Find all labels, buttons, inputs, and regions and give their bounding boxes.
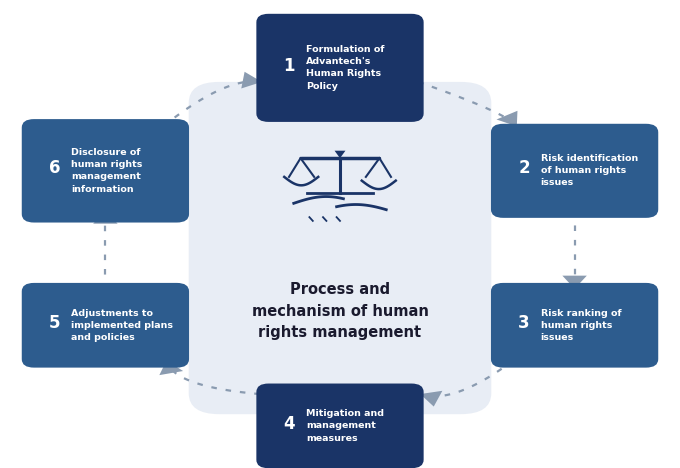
Polygon shape	[496, 111, 517, 126]
FancyBboxPatch shape	[189, 82, 491, 414]
Text: Mitigation and
management
measures: Mitigation and management measures	[306, 409, 384, 443]
Polygon shape	[420, 391, 443, 407]
FancyBboxPatch shape	[256, 14, 424, 122]
Text: 6: 6	[49, 160, 61, 177]
Text: 2: 2	[518, 160, 530, 177]
Text: 5: 5	[49, 314, 61, 332]
Polygon shape	[241, 72, 262, 88]
Text: Formulation of
Advantech's
Human Rights
Policy: Formulation of Advantech's Human Rights …	[306, 45, 384, 91]
Text: 4: 4	[284, 415, 295, 432]
Text: 1: 1	[284, 57, 295, 74]
Text: Risk identification
of human rights
issues: Risk identification of human rights issu…	[541, 154, 638, 188]
Text: Risk ranking of
human rights
issues: Risk ranking of human rights issues	[541, 308, 622, 342]
FancyBboxPatch shape	[491, 124, 658, 218]
Text: 3: 3	[518, 314, 530, 332]
Polygon shape	[335, 151, 345, 158]
Text: Disclosure of
human rights
management
information: Disclosure of human rights management in…	[71, 148, 143, 194]
FancyBboxPatch shape	[22, 283, 189, 368]
FancyBboxPatch shape	[22, 119, 189, 223]
Text: Process and
mechanism of human
rights management: Process and mechanism of human rights ma…	[252, 282, 428, 340]
Polygon shape	[159, 360, 183, 375]
Polygon shape	[562, 276, 587, 289]
FancyBboxPatch shape	[491, 283, 658, 368]
Polygon shape	[93, 211, 118, 224]
Text: Adjustments to
implemented plans
and policies: Adjustments to implemented plans and pol…	[71, 308, 173, 342]
FancyBboxPatch shape	[256, 384, 424, 468]
